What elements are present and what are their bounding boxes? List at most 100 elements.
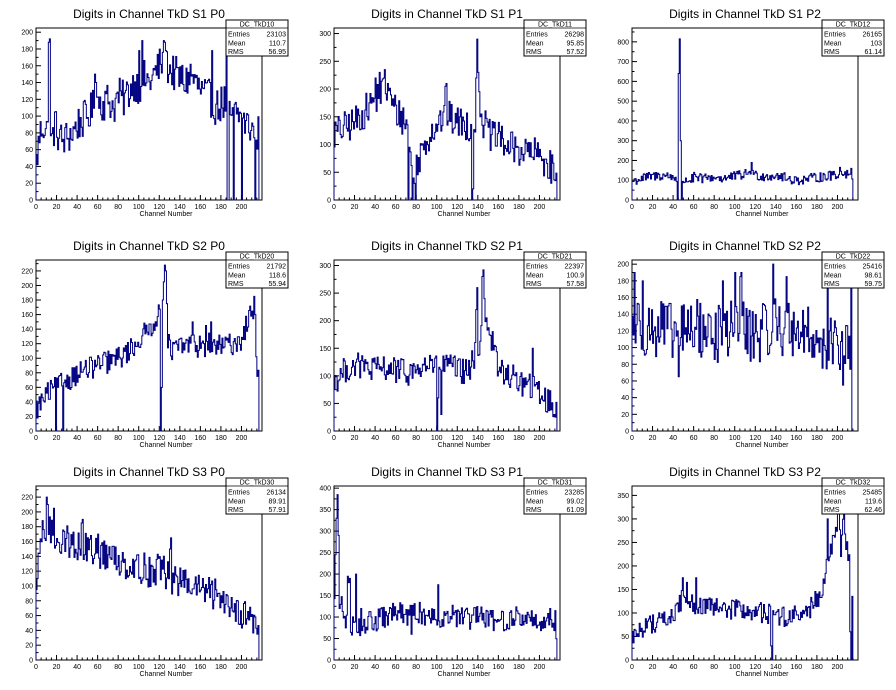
y-tick-label: 0 [625, 429, 629, 436]
x-tick-label: 80 [412, 435, 420, 442]
stats-box: DC_TkD11 Entries 26298 Mean 95.85 RMS 57.52 [523, 19, 587, 57]
histogram-panel: Digits in Channel TkD S2 P2 0 20 40 60 80 100 1… [617, 239, 885, 449]
stats-box: DC_TkD12 Entries 26165 Mean 103 RMS 61.14 [821, 19, 885, 57]
y-tick-label: 180 [21, 524, 33, 531]
y-tick-label: 200 [21, 509, 33, 516]
x-tick-label: 200 [236, 664, 248, 671]
x-tick-label: 20 [53, 435, 61, 442]
histogram-title: Digits in Channel TkD S1 P0 [73, 7, 225, 21]
y-tick-label: 0 [29, 429, 33, 436]
y-tick-label: 180 [21, 298, 33, 305]
y-tick-label: 600 [617, 79, 629, 86]
stats-rms-value: 61.09 [566, 507, 584, 514]
stats-rms-label: RMS [228, 507, 244, 514]
x-tick-label: 160 [195, 664, 207, 671]
x-tick-label: 200 [534, 435, 546, 442]
x-axis-label: Channel Number [438, 442, 492, 449]
x-tick-label: 100 [431, 204, 443, 211]
stats-mean-label: Mean [824, 41, 842, 48]
stats-name: DC_TkD12 [836, 22, 871, 29]
x-tick-label: 160 [493, 204, 505, 211]
stats-box: DC_TkD31 Entries 23285 Mean 99.02 RMS 61.09 [523, 477, 587, 515]
x-tick-label: 0 [34, 435, 38, 442]
y-tick-label: 80 [25, 130, 33, 137]
y-tick-label: 160 [21, 63, 33, 70]
histogram-panel: Digits in Channel TkD S3 P2 0 20 40 60 80 100 1… [617, 465, 885, 678]
stats-name: DC_TkD31 [538, 480, 573, 487]
y-tick-label: 20 [25, 181, 33, 188]
y-tick-label: 140 [21, 80, 33, 87]
x-axis-label: Channel Number [140, 442, 194, 449]
y-tick-label: 400 [319, 486, 331, 493]
y-tick-label: 150 [319, 593, 331, 600]
y-tick-label: 80 [25, 598, 33, 605]
x-tick-label: 60 [690, 664, 698, 671]
histogram-panel: Digits in Channel TkD S3 P0 0 20 40 60 80 100 1… [21, 465, 289, 678]
histogram-series-line [631, 494, 854, 661]
stats-rms-label: RMS [526, 507, 542, 514]
x-tick-label: 80 [412, 664, 420, 671]
y-tick-label: 0 [625, 198, 629, 205]
stats-entries-label: Entries [526, 32, 548, 39]
stats-name: DC_TkD11 [538, 22, 572, 29]
y-tick-label: 0 [625, 658, 629, 665]
stats-box: DC_TkD10 Entries 23103 Mean 110.7 RMS 56.95 [225, 19, 289, 57]
x-tick-label: 40 [73, 664, 81, 671]
histogram-series-line [631, 263, 853, 432]
stats-entries-label: Entries [824, 264, 846, 271]
stats-mean-label: Mean [526, 41, 544, 48]
x-tick-label: 160 [195, 435, 207, 442]
y-tick-label: 300 [617, 516, 629, 523]
stats-mean-label: Mean [228, 273, 246, 280]
stats-entries-value: 26165 [863, 32, 883, 39]
stats-rms-value: 57.91 [268, 507, 286, 514]
y-tick-label: 160 [21, 312, 33, 319]
x-axis-label: Channel Number [140, 671, 194, 678]
x-axis-label: Channel Number [438, 671, 492, 678]
stats-entries-label: Entries [526, 264, 548, 271]
stats-rms-value: 57.58 [566, 281, 584, 288]
x-tick-label: 160 [791, 204, 803, 211]
stats-mean-label: Mean [526, 499, 544, 506]
x-tick-label: 180 [215, 204, 227, 211]
y-tick-label: 50 [323, 636, 331, 643]
stats-entries-value: 21792 [267, 264, 287, 271]
x-tick-label: 200 [832, 664, 844, 671]
y-tick-label: 250 [319, 550, 331, 557]
y-tick-label: 180 [21, 46, 33, 53]
y-tick-label: 50 [621, 634, 629, 641]
x-tick-label: 180 [811, 435, 823, 442]
histogram-title: Digits in Channel TkD S1 P1 [371, 7, 523, 21]
x-tick-label: 0 [630, 664, 634, 671]
x-tick-label: 0 [34, 204, 38, 211]
x-tick-label: 100 [431, 664, 443, 671]
x-tick-label: 160 [493, 664, 505, 671]
x-axis-label: Channel Number [438, 211, 492, 218]
histogram-panel: Digits in Channel TkD S1 P1 0 20 40 60 80 100 1… [319, 7, 587, 218]
x-tick-label: 40 [669, 435, 677, 442]
histogram-series-line [333, 38, 558, 201]
x-tick-label: 140 [174, 664, 186, 671]
x-tick-label: 80 [114, 204, 122, 211]
x-tick-label: 200 [534, 664, 546, 671]
histogram-series-line [631, 38, 854, 201]
y-tick-label: 100 [319, 373, 331, 380]
x-tick-label: 100 [133, 664, 145, 671]
y-tick-label: 150 [617, 587, 629, 594]
x-tick-label: 200 [832, 204, 844, 211]
x-tick-label: 180 [513, 664, 525, 671]
stats-mean-value: 98.61 [864, 273, 882, 280]
stats-mean-value: 89.91 [268, 499, 286, 506]
y-tick-label: 140 [617, 312, 629, 319]
x-tick-label: 160 [791, 435, 803, 442]
x-tick-label: 140 [174, 435, 186, 442]
x-tick-label: 140 [472, 204, 484, 211]
y-tick-label: 0 [29, 658, 33, 665]
x-tick-label: 120 [153, 435, 165, 442]
y-tick-label: 20 [25, 414, 33, 421]
x-tick-label: 80 [710, 435, 718, 442]
stats-mean-value: 118.6 [269, 273, 286, 280]
stats-name: DC_TkD32 [836, 480, 871, 487]
x-tick-label: 60 [392, 435, 400, 442]
x-tick-label: 60 [690, 435, 698, 442]
